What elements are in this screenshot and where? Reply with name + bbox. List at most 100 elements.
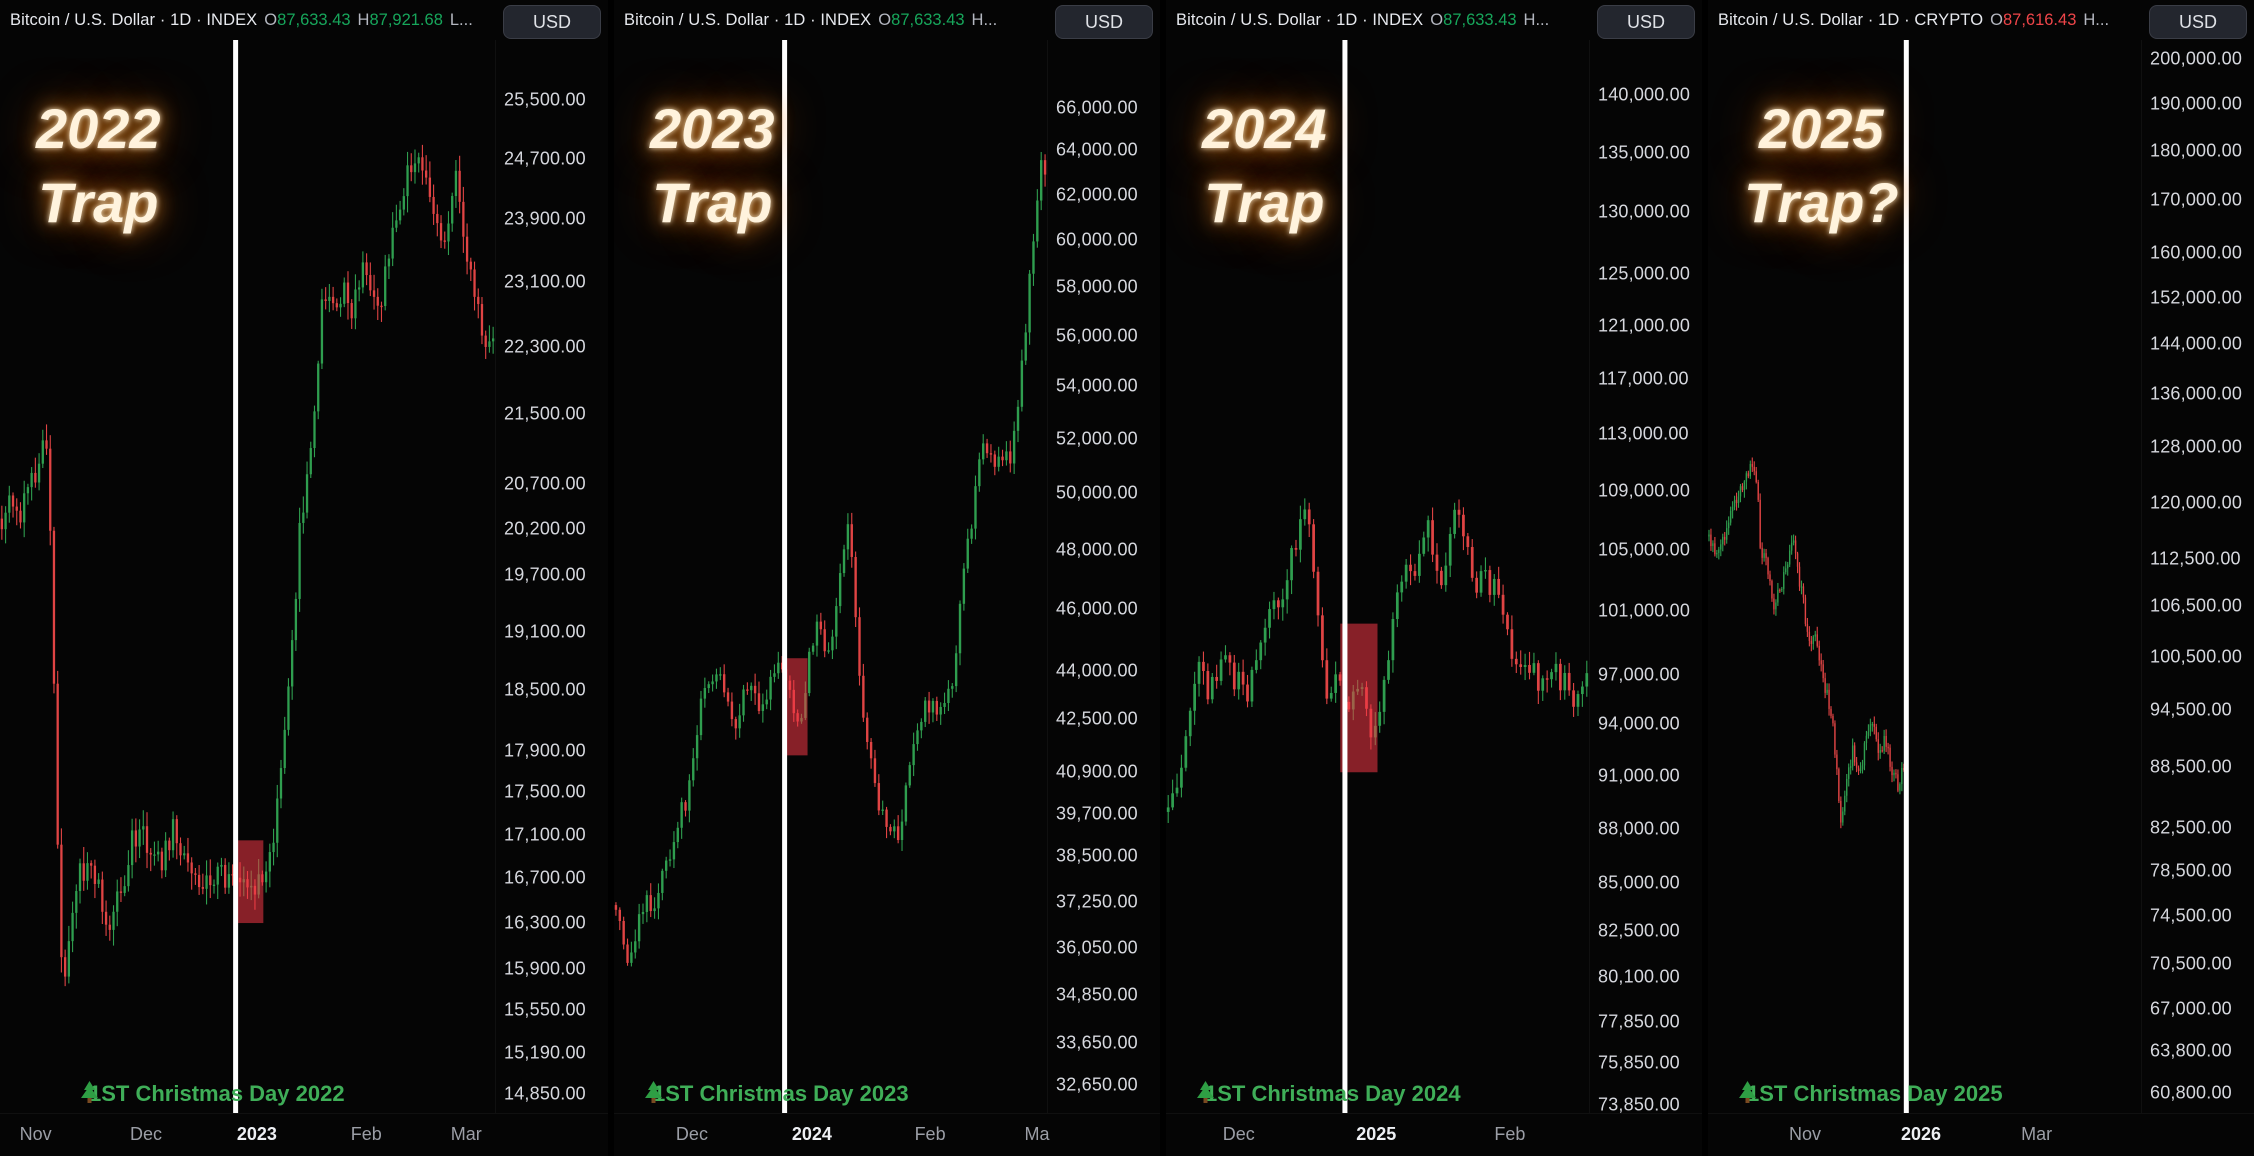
chart-legend[interactable]: Bitcoin / U.S. Dollar · 1D · INDEX O87,6… bbox=[1166, 0, 1702, 40]
price-tick-label: 200,000.00 bbox=[2150, 48, 2243, 69]
christmas-vertical-line[interactable] bbox=[1342, 40, 1348, 1113]
candle bbox=[1767, 556, 1769, 580]
overlay-year: 2022 bbox=[36, 97, 161, 160]
candle bbox=[637, 903, 641, 949]
candle bbox=[1859, 762, 1862, 774]
candle bbox=[908, 761, 911, 788]
ohlc-high-value: 87,921.68 bbox=[369, 10, 443, 29]
chart-legend[interactable]: Bitcoin / U.S. Dollar · 1D · INDEX O87,6… bbox=[614, 0, 1160, 40]
candle bbox=[1550, 668, 1553, 688]
price-axis[interactable]: 140,000.00 135,000.00 130,000.00 125,000.00… bbox=[1589, 40, 1702, 1115]
candle bbox=[1312, 519, 1315, 579]
candle bbox=[465, 223, 469, 275]
christmas-vertical-line[interactable] bbox=[782, 40, 788, 1113]
candle bbox=[1036, 189, 1039, 248]
candle bbox=[1804, 594, 1807, 627]
christmas-vertical-line[interactable] bbox=[1903, 40, 1909, 1113]
candle bbox=[317, 360, 320, 420]
candles-svg bbox=[1166, 40, 1589, 1113]
time-axis[interactable]: Nov 2026 Mar bbox=[1708, 1113, 2254, 1156]
candle bbox=[116, 879, 119, 927]
candle bbox=[815, 614, 819, 657]
candle bbox=[1814, 630, 1816, 642]
chart-legend[interactable]: Bitcoin / U.S. Dollar · 1D · INDEX O87,6… bbox=[0, 0, 608, 40]
candle bbox=[1727, 516, 1730, 535]
candle bbox=[1714, 536, 1716, 557]
candle bbox=[1387, 650, 1390, 684]
price-tick-label: 120,000.00 bbox=[2150, 492, 2243, 513]
candle bbox=[1887, 742, 1889, 755]
candle bbox=[761, 693, 765, 723]
candle bbox=[395, 204, 398, 233]
currency-toggle-button[interactable]: USD bbox=[1055, 5, 1153, 39]
candle bbox=[1777, 582, 1779, 606]
price-tick-label: 62,000.00 bbox=[1056, 184, 1138, 205]
candle bbox=[1413, 563, 1417, 581]
chart-panel-2023: Bitcoin / U.S. Dollar · 1D · INDEX O87,6… bbox=[608, 0, 1160, 1156]
candle bbox=[1180, 754, 1183, 798]
candle bbox=[227, 862, 231, 894]
candle bbox=[1877, 732, 1879, 761]
candle bbox=[1735, 492, 1738, 511]
candle bbox=[1820, 653, 1822, 672]
candlestick-chart[interactable]: 2025 Trap? 1ST Christmas Day 2025 bbox=[1708, 40, 2141, 1113]
candle bbox=[335, 298, 338, 312]
candle bbox=[1378, 701, 1382, 733]
candle bbox=[1739, 483, 1742, 503]
candle bbox=[1759, 493, 1761, 550]
candle bbox=[1276, 597, 1280, 620]
price-tick-label: 136,000.00 bbox=[2150, 383, 2243, 404]
candle bbox=[309, 441, 312, 478]
price-tick-label: 73,850.00 bbox=[1598, 1094, 1680, 1115]
candle bbox=[197, 865, 201, 895]
candle bbox=[391, 212, 394, 267]
candle bbox=[447, 211, 450, 256]
candle bbox=[93, 859, 97, 899]
chart-legend[interactable]: Bitcoin / U.S. Dollar · 1D · CRYPTO O87,… bbox=[1708, 0, 2254, 40]
time-axis[interactable]: Dec 2024 Feb Ma bbox=[614, 1113, 1160, 1156]
time-axis[interactable]: Dec 2025 Feb bbox=[1166, 1113, 1702, 1156]
candle bbox=[1869, 718, 1872, 737]
symbol-title[interactable]: Bitcoin / U.S. Dollar · 1D · INDEX bbox=[624, 10, 872, 29]
time-tick-month: Feb bbox=[1494, 1124, 1526, 1144]
currency-toggle-button[interactable]: USD bbox=[1597, 5, 1695, 39]
currency-toggle-button[interactable]: USD bbox=[2149, 5, 2247, 39]
chart-panel-2022: Bitcoin / U.S. Dollar · 1D · INDEX O87,6… bbox=[0, 0, 608, 1156]
time-axis[interactable]: Nov Dec 2023 Feb Mar bbox=[0, 1113, 608, 1156]
candle bbox=[424, 155, 428, 185]
christmas-vertical-line[interactable] bbox=[233, 40, 239, 1113]
price-axis[interactable]: 66,000.00 64,000.00 62,000.00 60,000.00 58,0… bbox=[1047, 40, 1160, 1113]
candle bbox=[320, 288, 324, 370]
price-tick-label: 36,050.00 bbox=[1056, 937, 1138, 958]
candle bbox=[1826, 683, 1828, 696]
candle bbox=[924, 697, 927, 728]
symbol-title[interactable]: Bitcoin / U.S. Dollar · 1D · INDEX bbox=[1176, 10, 1424, 29]
currency-toggle-button[interactable]: USD bbox=[503, 5, 601, 39]
candle bbox=[1528, 651, 1531, 680]
price-axis[interactable]: 200,000.00 190,000.00 180,000.00 170,000.00… bbox=[2141, 40, 2254, 1113]
candle bbox=[45, 424, 48, 455]
candle bbox=[927, 691, 931, 724]
candle bbox=[49, 435, 52, 546]
candle bbox=[108, 915, 111, 941]
candlestick-chart[interactable]: 2023 Trap 1ST Christmas Day 2023 bbox=[614, 40, 1047, 1113]
price-tick-label: 117,000.00 bbox=[1598, 368, 1689, 389]
price-tick-label: 32,650.00 bbox=[1056, 1074, 1138, 1095]
symbol-title[interactable]: Bitcoin / U.S. Dollar · 1D · CRYPTO bbox=[1718, 10, 1984, 29]
price-axis[interactable]: 25,500.00 24,700.00 23,900.00 23,100.00 22,3… bbox=[495, 40, 608, 1113]
christmas-event-text: 1ST Christmas Day 2022 bbox=[89, 1081, 345, 1106]
candle bbox=[904, 782, 908, 826]
candle bbox=[1470, 539, 1474, 582]
candle bbox=[380, 301, 383, 322]
candle bbox=[707, 681, 710, 694]
symbol-title[interactable]: Bitcoin / U.S. Dollar · 1D · INDEX bbox=[10, 10, 258, 29]
candle bbox=[1497, 566, 1501, 599]
candlestick-chart[interactable]: 2022 Trap 1ST Christmas Day 2022 bbox=[0, 40, 495, 1113]
candle bbox=[1259, 640, 1263, 670]
time-tick-month: Dec bbox=[675, 1124, 708, 1144]
candle bbox=[298, 507, 301, 612]
candle bbox=[1400, 575, 1404, 602]
candles-svg bbox=[0, 40, 495, 1113]
candlestick-chart[interactable]: 2024 Trap 1ST Christmas Day 2024 bbox=[1166, 40, 1589, 1113]
candle bbox=[365, 253, 368, 286]
